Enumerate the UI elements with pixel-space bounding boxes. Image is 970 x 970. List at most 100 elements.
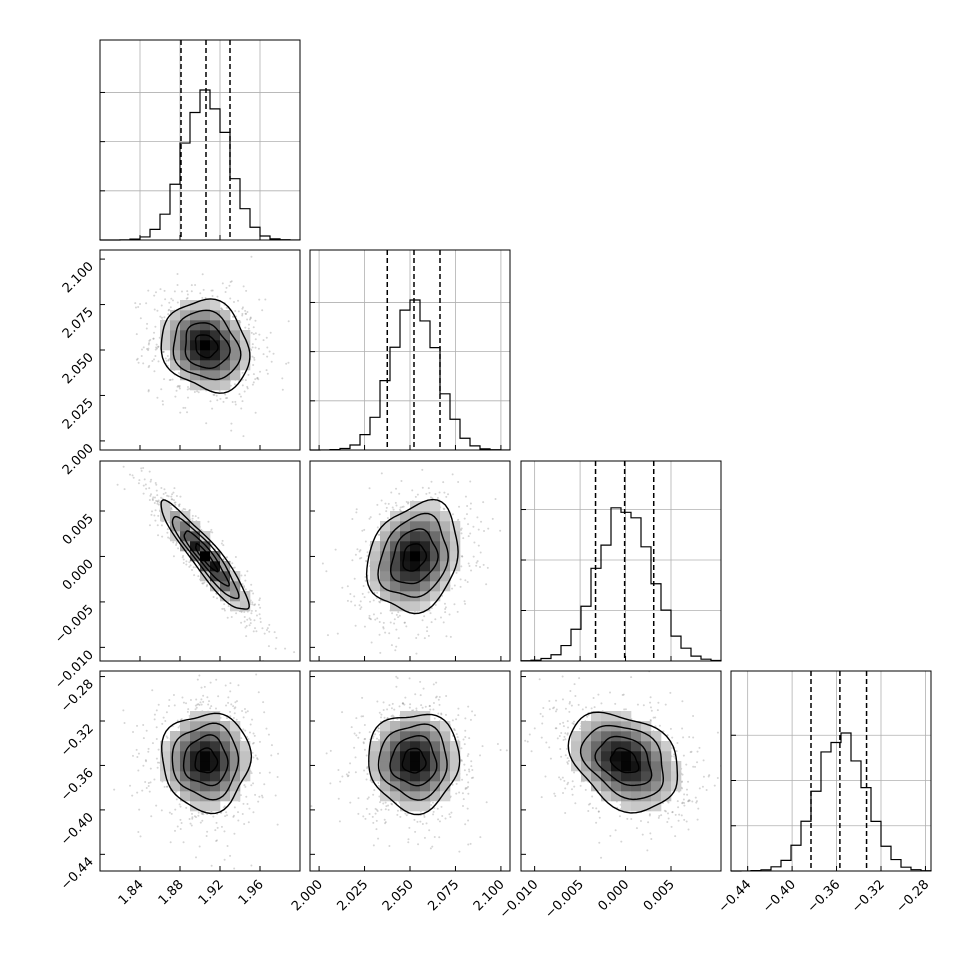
scatter-point [451,719,454,722]
scatter-point [252,326,255,329]
density-cell [420,601,431,612]
scatter-point [377,533,380,536]
scatter-point [217,695,220,698]
scatter-point [252,782,255,785]
scatter-point [415,707,418,710]
scatter-point [354,604,357,607]
contour-2 [377,723,448,801]
scatter-point [265,727,268,730]
scatter-point [366,766,369,769]
scatter-point [405,625,408,628]
density-cell [240,350,251,361]
scatter-point [387,804,390,807]
scatter-point [376,700,379,703]
scatter-point [364,579,367,582]
scatter-point [434,604,437,607]
density-cell [380,561,391,572]
scatter-point [174,395,177,398]
y-tick-label: 2.025 [60,396,97,433]
scatter-point [182,701,185,704]
scatter-point [221,282,224,285]
scatter-point [163,316,166,319]
scatter-point [170,297,173,300]
density-cell [440,741,451,752]
density-cell [230,601,241,612]
scatter-point [227,696,230,699]
scatter-point [395,645,398,648]
scatter-point [157,345,160,348]
scatter-point [265,336,268,339]
scatter-point [161,403,164,406]
scatter-point [337,797,340,800]
density-cell [420,521,431,532]
scatter-point [182,507,185,510]
scatter-point [453,729,456,732]
scatter-point [160,524,163,527]
scatter-point [366,797,369,800]
scatter-point [184,508,187,511]
scatter-point [254,627,257,630]
scatter-point [203,581,206,584]
scatter-point [341,586,344,589]
scatter-point [179,827,182,830]
scatter-point [382,621,385,624]
scatter-point [226,556,229,559]
scatter-point [252,756,255,759]
scatter-point [160,304,163,307]
scatter-point [564,754,567,757]
scatter-point [180,718,183,721]
scatter-point [252,630,255,633]
density-cell [430,771,441,782]
y-tick-label: −0.44 [58,855,97,894]
scatter-point [453,584,456,587]
density-cell [180,721,191,732]
scatter-point [206,584,209,587]
scatter-point [460,747,463,750]
scatter-point [251,355,254,358]
density-cell [390,761,401,772]
scatter-point [136,724,139,727]
x-tick-label: 2.050 [380,877,417,914]
density-cell [220,781,231,792]
scatter-point [163,289,166,292]
scatter-point [200,811,203,814]
scatter-point [358,557,361,560]
scatter-point [428,829,431,832]
contour-3 [160,298,251,394]
density-cell [170,751,181,762]
scatter-point [188,561,191,564]
scatter-point [368,517,371,520]
scatter-point [142,362,145,365]
scatter-point [159,315,162,318]
scatter-point [450,811,453,814]
scatter-point [371,781,374,784]
density-cell [420,551,431,562]
scatter-point [477,544,480,547]
scatter-point [198,703,201,706]
scatter-point [218,389,221,392]
density-cell [180,761,191,772]
scatter-point [379,801,382,804]
scatter-point [411,489,414,492]
scatter-point [254,332,257,335]
scatter-point [455,718,458,721]
scatter-point [251,742,254,745]
scatter-point [196,703,199,706]
scatter-point [163,378,166,381]
scatter-point [113,788,116,791]
scatter-point [231,562,234,565]
scatter-point [245,625,248,628]
scatter-point [259,617,262,620]
scatter-point [153,718,156,721]
scatter-point [433,807,436,810]
scatter-point [482,501,485,504]
scatter-point [347,774,350,777]
scatter-point [462,798,465,801]
scatter-point [234,400,237,403]
scatter-point [394,649,397,652]
scatter-point [244,326,247,329]
density-cell [190,340,201,351]
density-cell [420,741,431,752]
contour-3 [160,499,250,610]
scatter-point [246,311,249,314]
